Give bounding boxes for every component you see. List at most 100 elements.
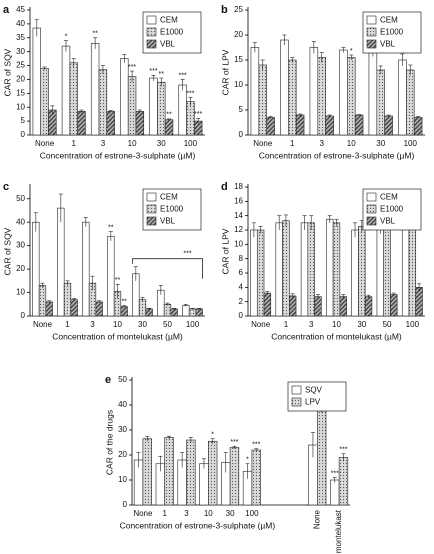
x-tick-label: 10 [347, 139, 356, 148]
bar [95, 301, 103, 317]
significance-mark: * [246, 457, 249, 464]
y-tick-label: 5 [239, 105, 244, 114]
bar [364, 296, 373, 317]
x-tick-label: 1 [72, 139, 77, 148]
x-tick-label: None [35, 139, 55, 148]
x-tick-label: None [33, 320, 53, 329]
y-axis-label: CAR of SQV [2, 227, 12, 275]
bar [288, 59, 297, 136]
significance-mark: *** [331, 470, 339, 477]
significance-mark: *** [194, 111, 202, 118]
significance-mark: * [211, 432, 214, 439]
bar [275, 222, 283, 317]
y-tick-label: 5 [21, 116, 26, 125]
y-tick-label: 30 [118, 425, 127, 434]
legend-label: SQV [305, 386, 323, 395]
y-tick-label: 18 [234, 182, 243, 191]
x-tick-label: None [253, 139, 273, 148]
significance-mark: *** [149, 68, 157, 75]
x-tick-label: 100 [406, 320, 420, 329]
y-axis-label: CAR of LPV [220, 228, 230, 274]
y-tick-label: 30 [16, 241, 25, 250]
bar [57, 207, 65, 317]
significance-mark: * [65, 33, 68, 40]
y-tick-label: 4 [239, 282, 244, 291]
bar [368, 52, 378, 136]
y-tick-label: 35 [16, 33, 25, 42]
significance-mark: ** [121, 298, 127, 305]
bar [415, 287, 423, 317]
legend-swatch [146, 216, 157, 226]
significance-mark: *** [128, 64, 136, 71]
bar [263, 292, 272, 317]
bar [69, 62, 78, 136]
bar [82, 221, 90, 317]
x-tick-label: 100 [404, 139, 418, 148]
y-axis-label: CAR of the drugs [104, 410, 114, 475]
bar [288, 295, 297, 317]
bar [280, 39, 289, 136]
legend-swatch [366, 204, 377, 214]
x-tick-label: 10 [332, 320, 341, 329]
panel-letter: d [221, 181, 228, 193]
x-tick-label: 100 [186, 320, 200, 329]
bar [45, 301, 53, 317]
bar [182, 305, 190, 317]
y-tick-label: 40 [16, 19, 25, 28]
y-axis-label: CAR of LPV [220, 49, 230, 95]
y-axis-label: CAR of SQV [2, 48, 12, 96]
panel-letter: c [3, 181, 9, 193]
bar [186, 101, 195, 136]
y-tick-label: 10 [16, 102, 25, 111]
bar [106, 111, 115, 136]
y-tick-label: 15 [16, 88, 25, 97]
x-tick-label: 10 [113, 320, 122, 329]
bar [61, 45, 71, 136]
bar [250, 229, 258, 317]
y-tick-label: 20 [16, 75, 25, 84]
x-axis-label: Concentration of estrone-3-sulphate (µM) [259, 150, 415, 160]
y-tick-label: 2 [239, 297, 244, 306]
x-tick-label: 3 [309, 320, 314, 329]
x-tick-label: 50 [383, 320, 392, 329]
bar [317, 57, 326, 136]
bar [250, 47, 260, 136]
x-tick-label: 3 [90, 320, 95, 329]
legend-label: VBL [160, 40, 176, 49]
bar [127, 76, 137, 136]
x-tick-label: 30 [226, 509, 235, 518]
bar [138, 299, 147, 317]
bar [38, 285, 47, 317]
bracket-label: *** [183, 251, 191, 258]
bar [208, 440, 218, 506]
legend-label: CEM [380, 16, 398, 25]
legend-swatch [146, 15, 157, 25]
y-tick-label: 10 [234, 80, 243, 89]
x-tick-label: 30 [357, 320, 366, 329]
x-tick-label: 50 [163, 320, 172, 329]
bar [338, 457, 349, 506]
significance-mark: ** [115, 277, 121, 284]
bar [398, 59, 407, 136]
bar [142, 438, 152, 506]
significance-mark: *** [186, 90, 194, 97]
bar [326, 218, 334, 317]
legend-swatch [291, 397, 302, 407]
y-tick-label: 0 [21, 311, 26, 320]
y-tick-label: 14 [234, 211, 243, 220]
x-tick-label: 3 [101, 139, 106, 148]
bar [32, 27, 41, 136]
bar [330, 479, 340, 506]
legend-swatch [366, 39, 377, 49]
y-tick-label: 8 [239, 254, 244, 263]
significance-mark: *** [230, 439, 238, 446]
bar [135, 111, 145, 136]
legend-swatch [146, 27, 157, 37]
y-tick-label: 12 [234, 225, 243, 234]
bar [401, 218, 410, 317]
bar [157, 81, 166, 136]
y-tick-label: 20 [118, 450, 127, 459]
x-tick-label: None [312, 509, 321, 529]
x-axis-label: Concentration of estrone-3-sulphate (µM) [40, 150, 196, 160]
